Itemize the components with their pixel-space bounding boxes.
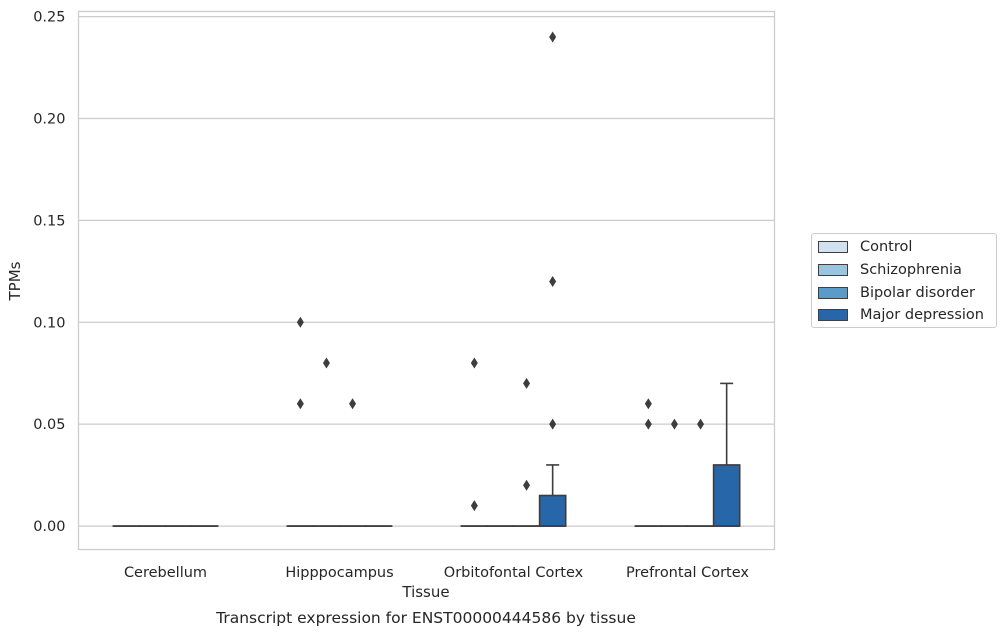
x-tick-label: Hipppocampus	[285, 565, 393, 581]
outlier-points	[296, 31, 705, 512]
x-tick-label: Orbitofontal Cortex	[444, 565, 584, 581]
chart-title: Transcript expression for ENST0000044458…	[215, 609, 636, 627]
legend-item-schizophrenia: Schizophrenia	[818, 260, 962, 280]
outlier-point	[697, 418, 705, 430]
plot-frame	[77, 10, 776, 551]
outlier-point	[670, 418, 678, 430]
legend-item-major-depression: Major depression	[818, 305, 984, 325]
legend: Control Schizophrenia Bipolar disorder M…	[811, 233, 997, 328]
x-tick-label: Prefrontal Cortex	[626, 565, 749, 581]
legend-label: Major depression	[860, 307, 984, 323]
legend-label: Bipolar disorder	[860, 285, 975, 301]
box	[538, 494, 567, 527]
legend-swatch-major-depression	[818, 309, 848, 321]
y-tick-label: 0.20	[33, 111, 65, 127]
legend-item-bipolar-disorder: Bipolar disorder	[818, 283, 975, 303]
box-plot-marks	[112, 382, 741, 527]
y-tick-label: 0.00	[33, 519, 65, 535]
y-tick-label: 0.05	[33, 417, 65, 433]
y-tick-label: 0.10	[33, 315, 65, 331]
legend-swatch-bipolar-disorder	[818, 287, 848, 299]
outlier-point	[549, 276, 557, 288]
y-tick-label: 0.25	[33, 10, 65, 26]
legend-label: Control	[860, 239, 913, 255]
outlier-point	[296, 316, 304, 328]
box	[712, 464, 741, 527]
y-tick-labels: 0.00 0.05 0.10 0.15 0.20 0.25	[33, 10, 65, 535]
outlier-point	[523, 377, 531, 389]
legend-item-control: Control	[818, 237, 912, 257]
y-tick-label: 0.15	[33, 213, 65, 229]
outlier-point	[644, 418, 652, 430]
grid-lines	[78, 15, 775, 527]
legend-swatch-control	[818, 241, 848, 253]
legend-label: Schizophrenia	[860, 262, 962, 278]
y-axis-label: TPMs	[6, 261, 24, 301]
x-tick-label: Cerebellum	[124, 565, 207, 581]
x-axis-label: Tissue	[401, 583, 449, 601]
outlier-point	[470, 500, 478, 512]
outlier-point	[549, 418, 557, 430]
x-tick-labels: Cerebellum Hipppocampus Orbitofontal Corte…	[124, 565, 749, 581]
outlier-point	[296, 398, 304, 410]
outlier-point	[470, 357, 478, 369]
outlier-point	[349, 398, 357, 410]
outlier-point	[549, 31, 557, 43]
outlier-point	[644, 398, 652, 410]
outlier-point	[322, 357, 330, 369]
legend-swatch-schizophrenia	[818, 264, 848, 276]
outlier-point	[523, 479, 531, 491]
